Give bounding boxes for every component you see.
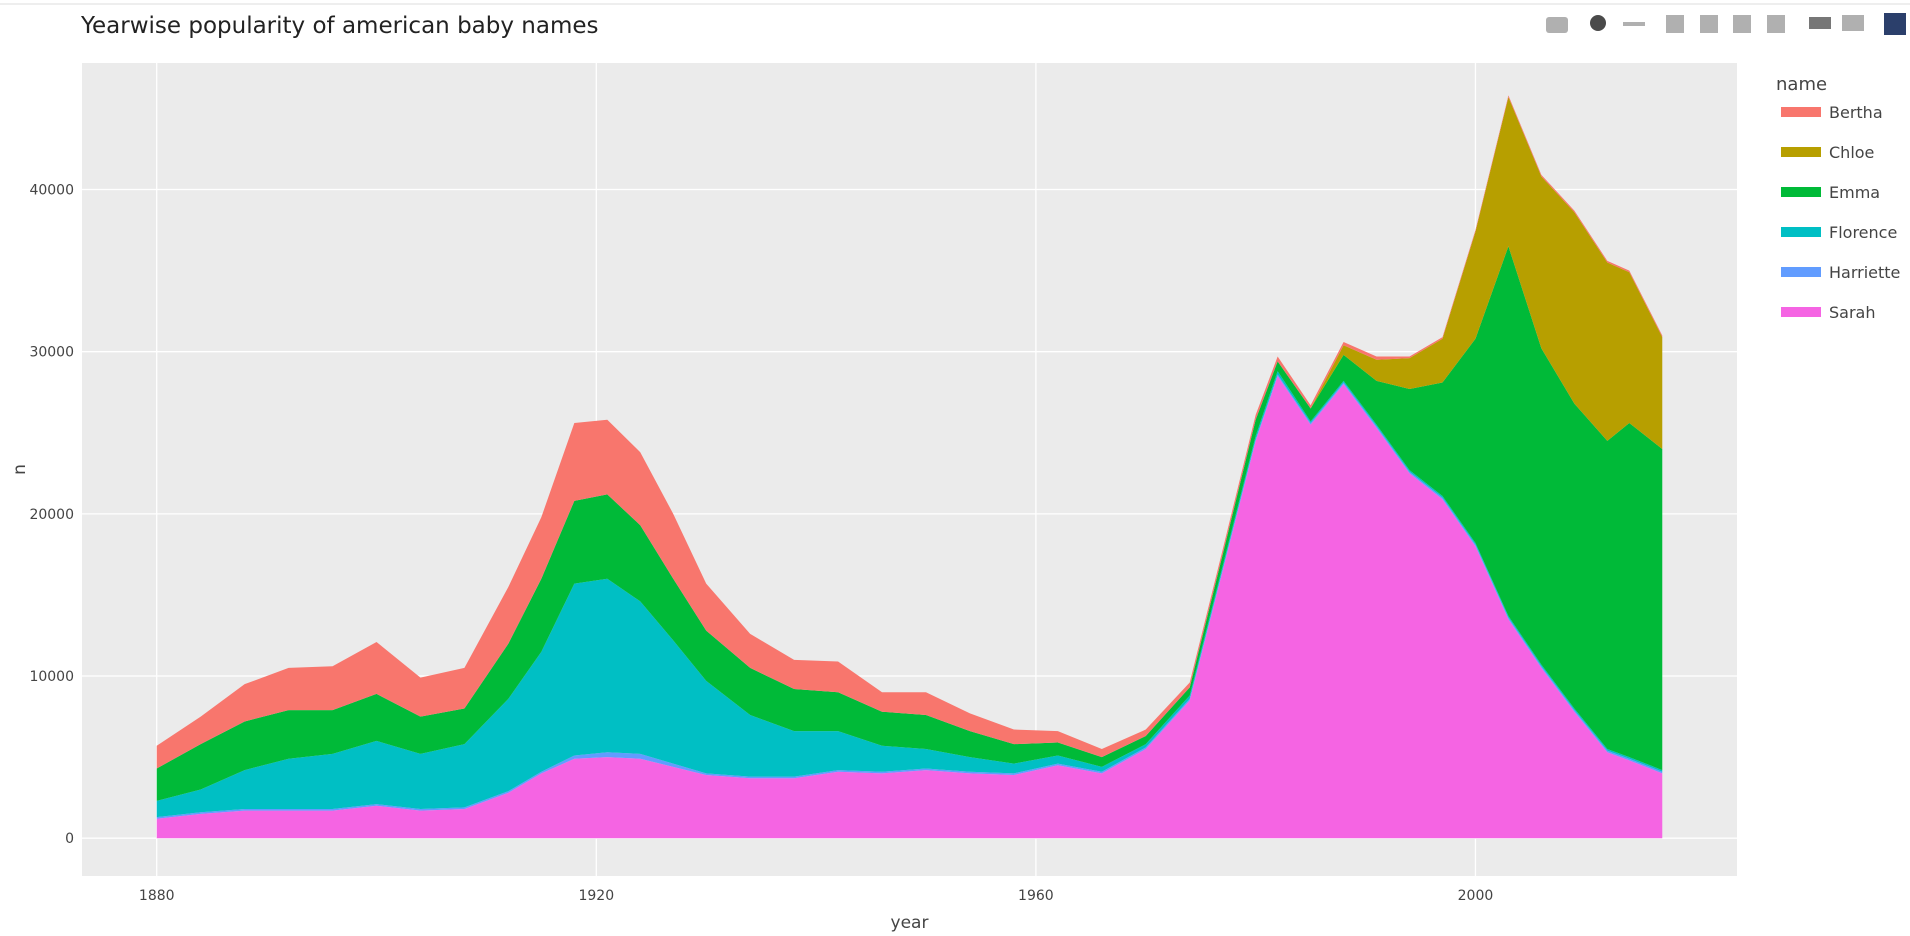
modebar-camera[interactable] xyxy=(1546,17,1568,33)
legend-title: name xyxy=(1776,74,1827,95)
area xyxy=(156,376,1663,839)
legend-swatch xyxy=(1781,187,1821,197)
y-tick-label: 40000 xyxy=(29,182,74,198)
area xyxy=(156,246,1663,801)
legend-label: Bertha xyxy=(1829,103,1883,122)
x-tick-label: 1920 xyxy=(578,888,614,904)
modebar-zoom[interactable] xyxy=(1590,15,1606,31)
y-tick-label: 30000 xyxy=(29,345,74,361)
legend-label: Sarah xyxy=(1829,303,1875,322)
legend-swatch xyxy=(1781,307,1821,317)
x-tick-label: 1880 xyxy=(139,888,175,904)
y-tick-label: 0 xyxy=(65,831,74,847)
modebar-spike[interactable] xyxy=(1809,17,1831,29)
area xyxy=(156,95,1663,769)
legend-swatch xyxy=(1781,267,1821,277)
legend-swatch xyxy=(1781,107,1821,117)
legend-label: Harriette xyxy=(1829,263,1900,282)
y-tick-label: 10000 xyxy=(29,669,74,685)
y-tick-label: 20000 xyxy=(29,507,74,523)
modebar-hover[interactable] xyxy=(1842,15,1864,31)
modebar-pan[interactable] xyxy=(1623,22,1645,26)
chart-title: Yearwise popularity of american baby nam… xyxy=(80,13,599,39)
legend-swatch xyxy=(1781,147,1821,157)
x-tick-label: 2000 xyxy=(1458,888,1494,904)
area xyxy=(156,371,1663,818)
modebar-reset[interactable] xyxy=(1767,15,1785,33)
modebar xyxy=(1546,13,1906,35)
legend-label: Chloe xyxy=(1829,143,1874,162)
legend-label: Emma xyxy=(1829,183,1880,202)
modebar-autoscale[interactable] xyxy=(1733,15,1751,33)
legend-swatch xyxy=(1781,227,1821,237)
modebar-zoom-out[interactable] xyxy=(1700,15,1718,33)
x-tick-label: 1960 xyxy=(1018,888,1054,904)
modebar-logo[interactable] xyxy=(1884,13,1906,35)
modebar-zoom-in[interactable] xyxy=(1666,15,1684,33)
area xyxy=(156,97,1663,769)
y-axis-label: n xyxy=(10,464,30,475)
legend-label: Florence xyxy=(1829,223,1897,242)
x-axis-label: year xyxy=(891,913,929,932)
